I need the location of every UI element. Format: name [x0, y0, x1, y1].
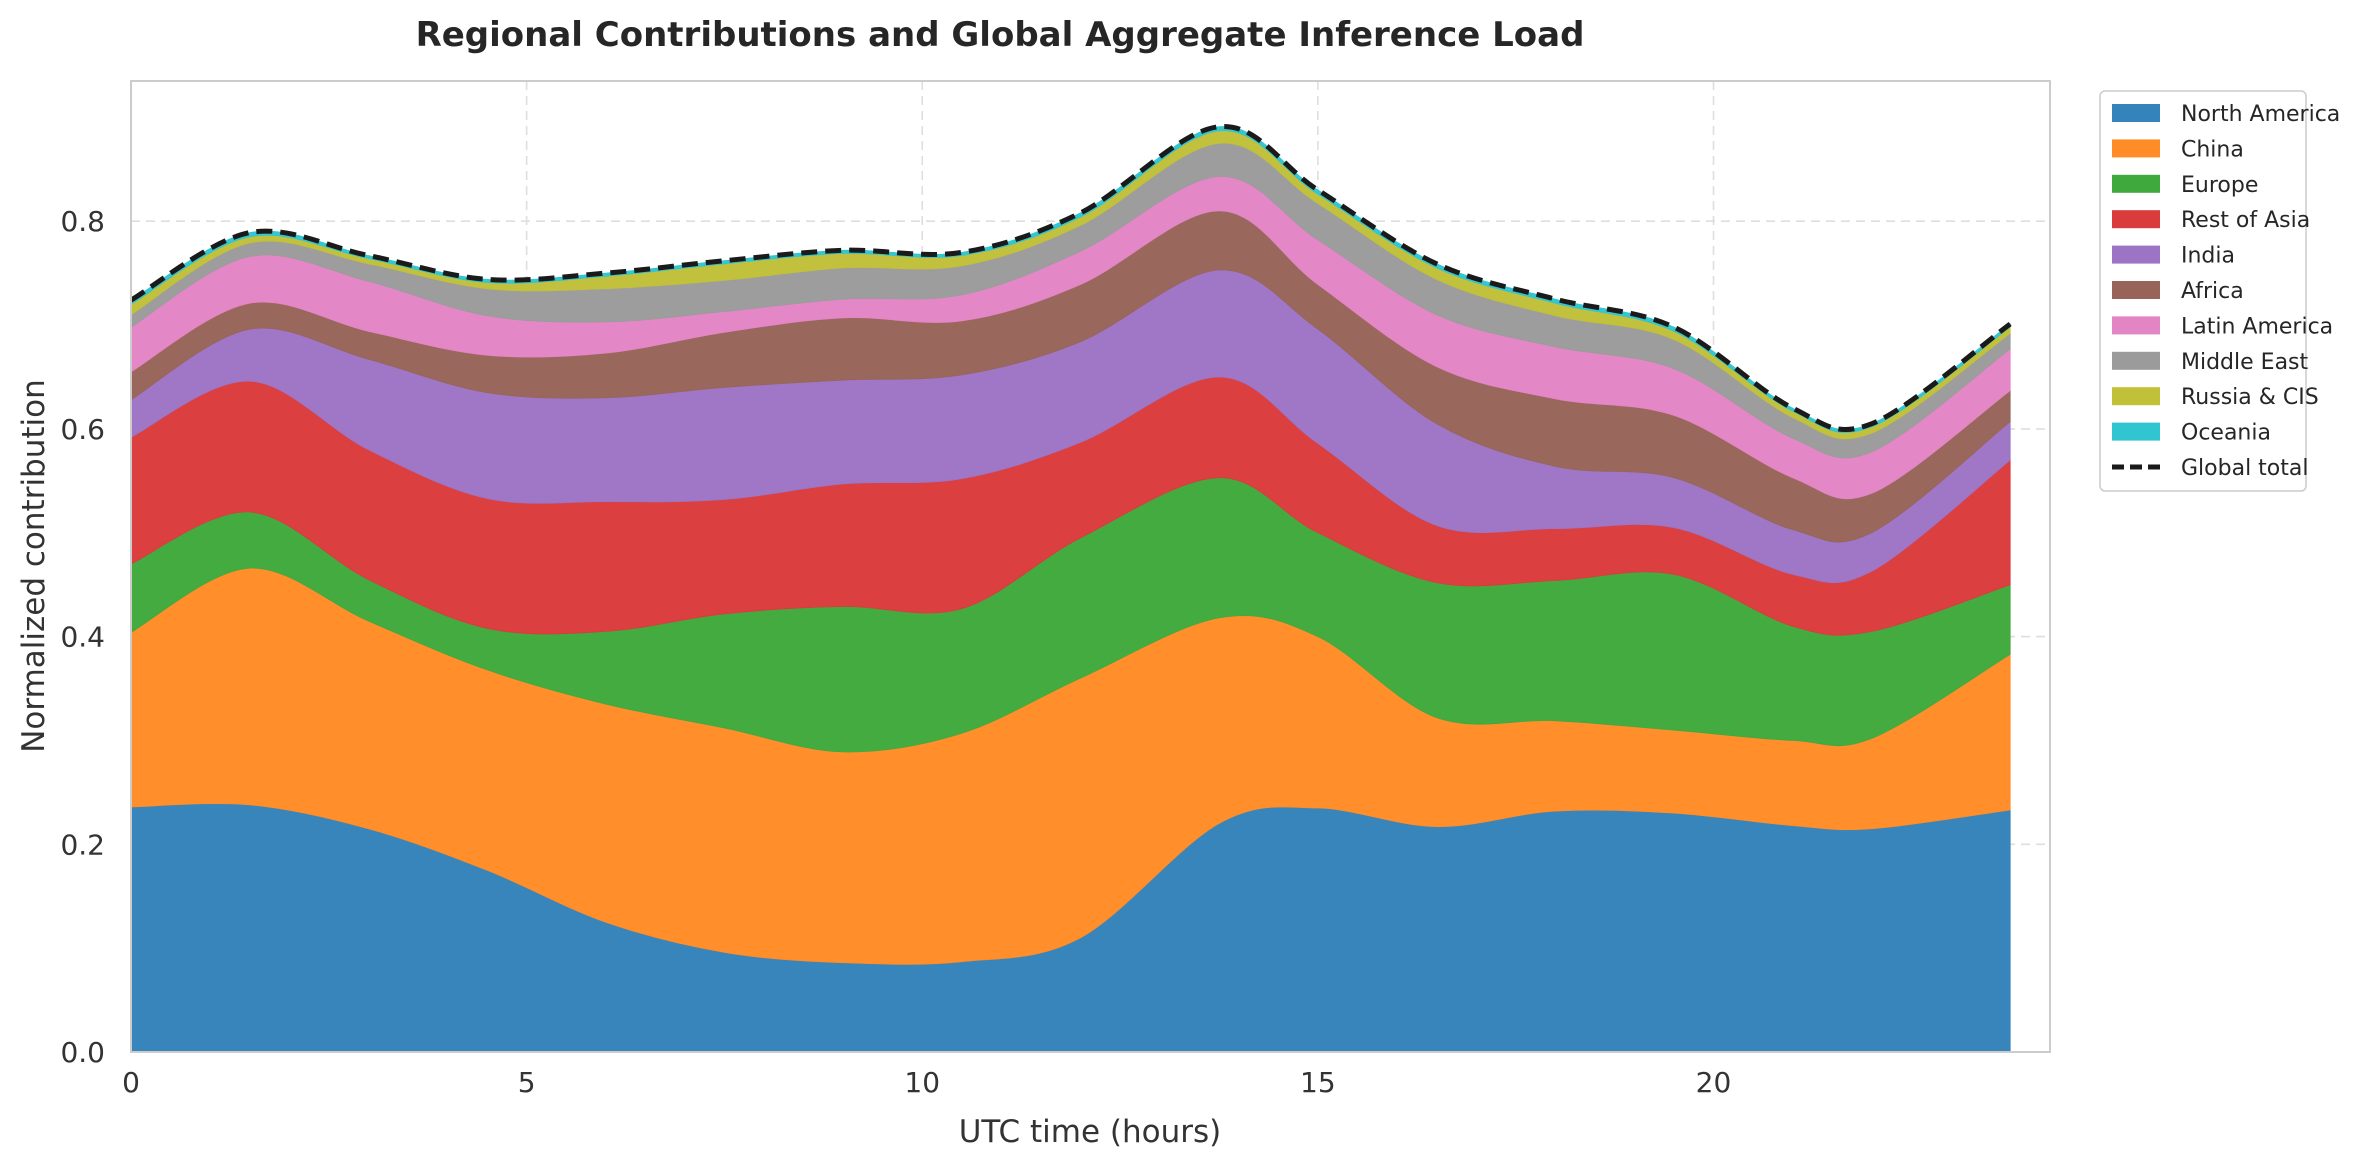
legend-swatch [2112, 104, 2160, 122]
y-axis-label: Normalized contribution [16, 379, 52, 753]
legend-swatch [2112, 351, 2160, 370]
legend-label: North America [2181, 102, 2340, 127]
y-tick-label: 0.8 [60, 205, 105, 238]
legend-label: Latin America [2181, 314, 2333, 339]
legend-item: Russia & CIS [2112, 385, 2319, 410]
legend-label: Africa [2181, 279, 2244, 304]
y-tick-label: 0.4 [60, 621, 105, 654]
legend-item: Middle East [2112, 350, 2309, 375]
legend-item: Latin America [2112, 314, 2333, 339]
x-tick-label: 15 [1300, 1066, 1336, 1099]
global-total-path [129, 124, 2012, 433]
x-tick-label: 10 [904, 1066, 940, 1099]
legend-swatch [2112, 210, 2160, 229]
legend-swatch [2112, 387, 2160, 406]
legend-label: Global total [2181, 456, 2308, 481]
legend-label: Europe [2181, 173, 2258, 198]
legend-item: India [2112, 244, 2235, 269]
chart-title: Regional Contributions and Global Aggreg… [416, 15, 1585, 55]
legend-label: Oceania [2181, 421, 2271, 446]
y-tick-label: 0.6 [60, 413, 105, 446]
legend-swatch [2112, 174, 2160, 193]
legend-label: Rest of Asia [2181, 208, 2310, 233]
legend-item: Africa [2112, 279, 2244, 304]
global-total-line [129, 124, 2012, 433]
legend-swatch [2112, 422, 2160, 441]
legend-item: Oceania [2112, 421, 2271, 446]
legend-swatch [2112, 139, 2160, 158]
legend-label: Russia & CIS [2181, 385, 2319, 410]
legend-swatch [2112, 316, 2160, 335]
legend: North America China Europe Rest of Asia Indi… [2099, 90, 2340, 492]
x-axis-label: UTC time (hours) [959, 1114, 1222, 1150]
x-tick-label: 0 [122, 1066, 140, 1099]
legend-item: Europe [2112, 173, 2258, 198]
y-tick-label: 0.2 [60, 828, 105, 861]
legend-swatch [2112, 245, 2160, 264]
y-tick-label: 0.0 [60, 1036, 105, 1069]
legend-swatch [2112, 281, 2160, 299]
plot-frame [130, 80, 2051, 1053]
legend-label: China [2181, 137, 2244, 162]
legend-item: Rest of Asia [2112, 208, 2310, 233]
legend-item: Global total [2112, 456, 2308, 481]
axis-ticks: 0 5 10 15 20 0.0 0.2 0.4 0.6 0.8 [60, 205, 1731, 1099]
legend-label: India [2181, 244, 2235, 269]
x-tick-label: 5 [518, 1066, 536, 1099]
stacked-areas [130, 126, 2011, 1053]
legend-item: North America [2112, 102, 2340, 127]
legend-label: Middle East [2181, 350, 2309, 375]
x-tick-label: 20 [1696, 1066, 1732, 1099]
legend-item: China [2112, 137, 2244, 162]
